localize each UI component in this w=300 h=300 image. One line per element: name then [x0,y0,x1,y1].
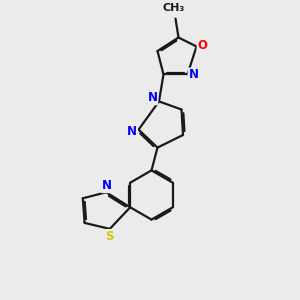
Text: CH₃: CH₃ [163,3,185,13]
Text: N: N [127,124,137,138]
Text: N: N [102,179,112,192]
Text: O: O [197,39,208,52]
Text: S: S [105,230,113,243]
Text: N: N [147,91,158,104]
Text: N: N [188,68,199,82]
